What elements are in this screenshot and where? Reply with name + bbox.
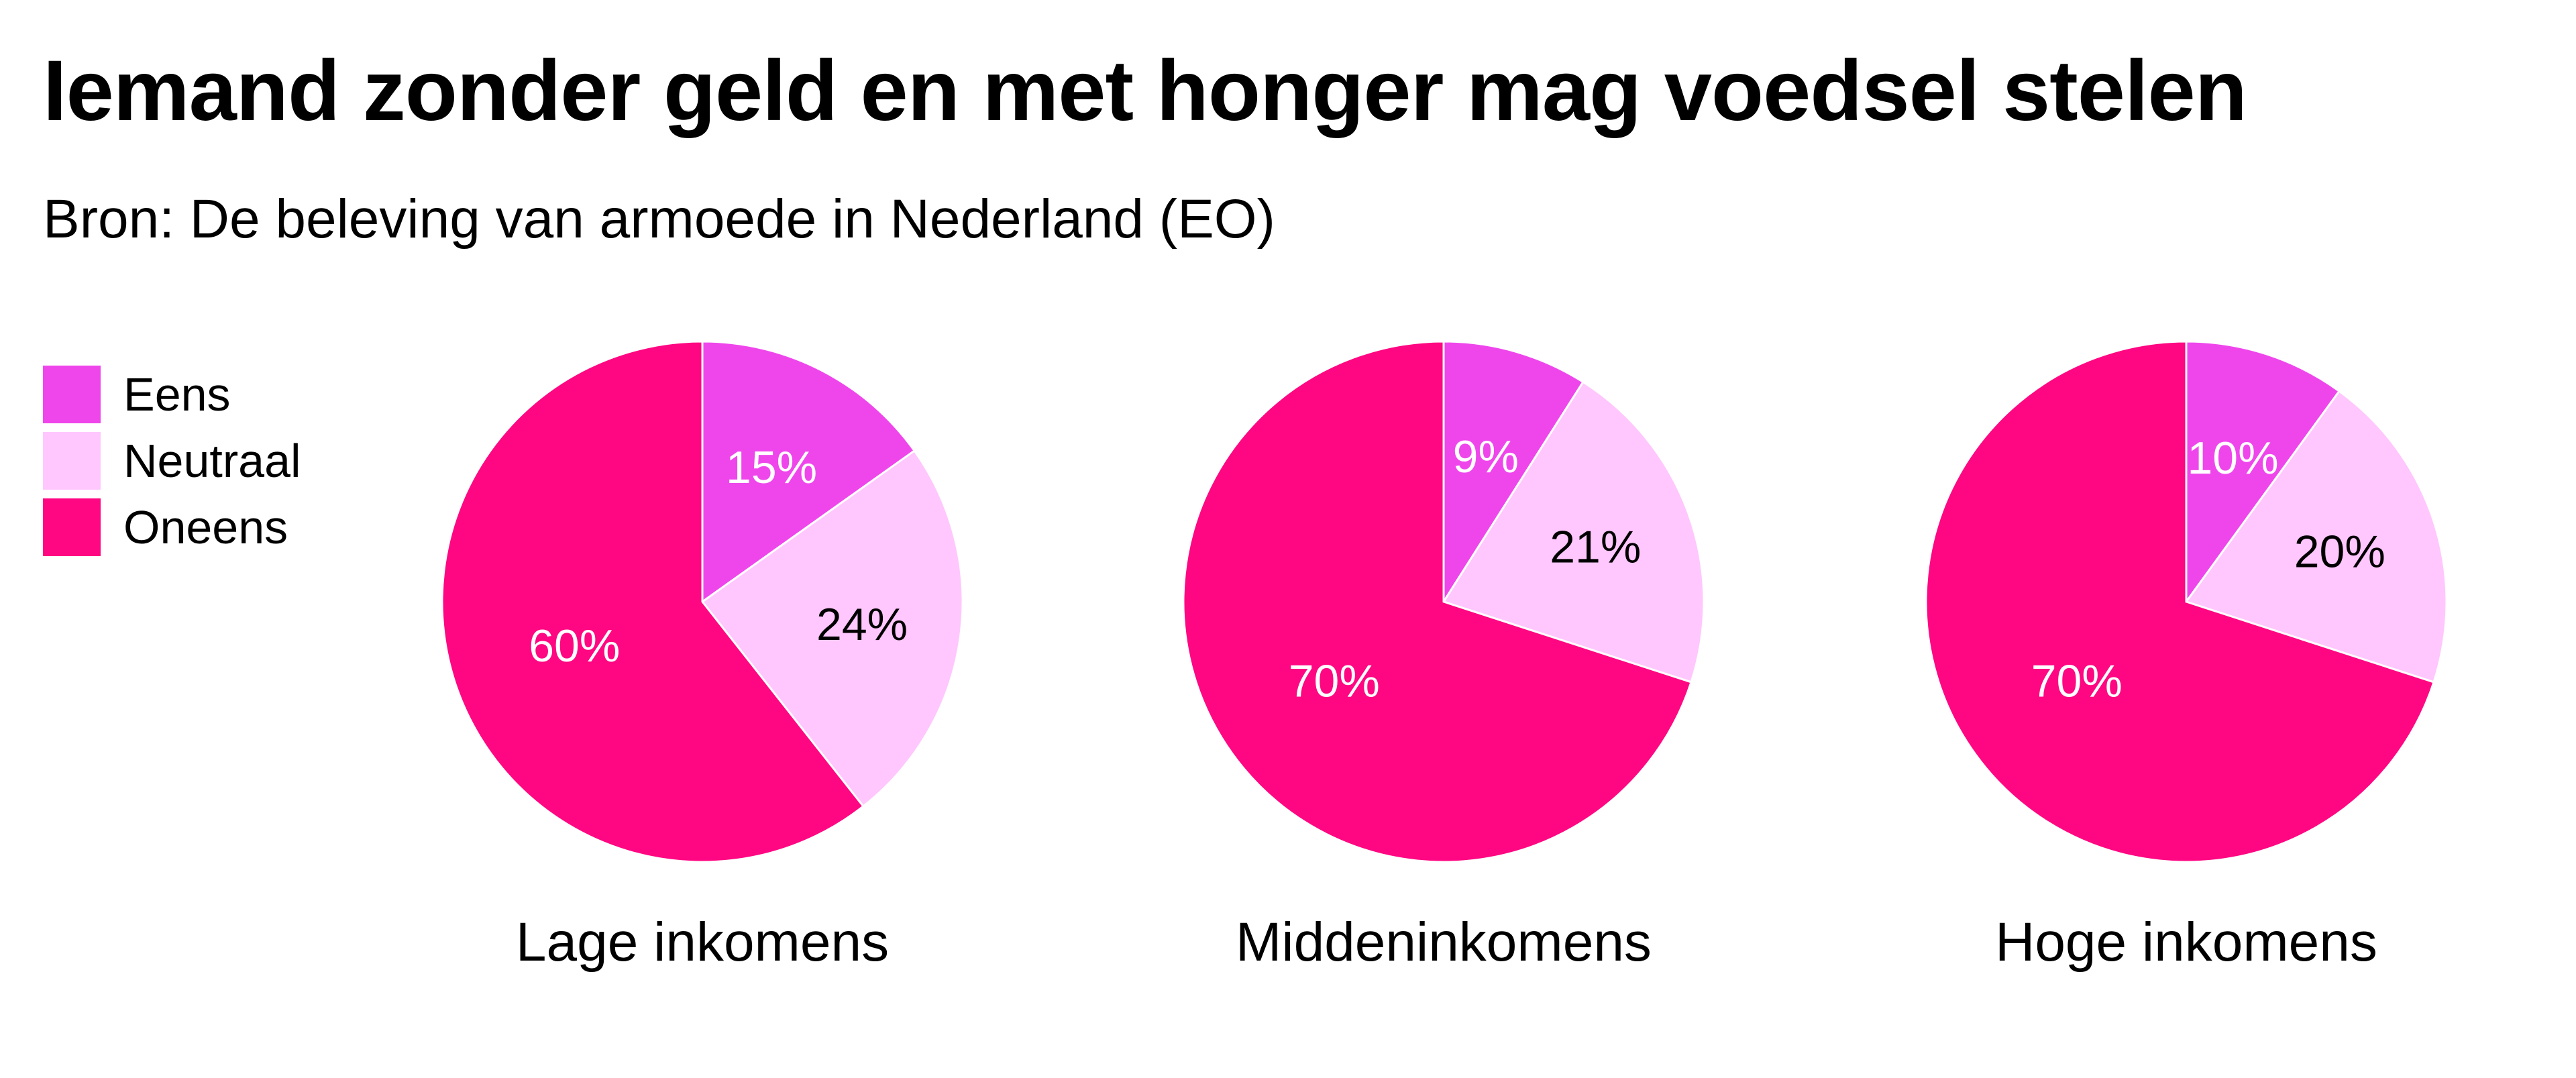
slice-lage-inkomens-oneens [441,340,865,863]
legend-item-neutraal: Neutraal [43,427,301,494]
chart-subtitle: Bron: De beleving van armoede in Nederla… [43,188,1275,250]
slice-middeninkomens-eens [1442,340,1585,606]
chart-legend: Eens Neutraal Oneens [43,361,301,560]
slice-lage-inkomens-eens [701,340,916,604]
slice-lage-inkomens-neutraal [700,449,964,808]
legend-swatch-neutraal [43,431,101,490]
legend-swatch-oneens [43,498,101,556]
slice-hoge-inkomens-oneens [1925,340,2435,863]
legend-item-oneens: Oneens [43,494,301,560]
pie-caption-lage-inkomens: Lage inkomens [516,912,889,973]
pie-caption-middeninkomens: Middeninkomens [1236,912,1652,973]
legend-swatch-eens [43,365,101,423]
slice-middeninkomens-neutraal [1442,380,1705,684]
pie-caption-hoge-inkomens: Hoge inkomens [1995,912,2377,973]
slice-hoge-inkomens-eens [2185,340,2341,605]
legend-label-oneens: Oneens [123,500,288,553]
chart-title: Iemand zonder geld en met honger mag voe… [43,43,2247,139]
data-label-hoge-inkomens-eens: 10% [2187,433,2278,484]
data-label-lage-inkomens-eens: 15% [726,442,817,493]
data-label-lage-inkomens-neutraal: 24% [816,599,908,650]
slice-hoge-inkomens-neutraal [2184,390,2448,684]
pie-hoge-inkomens: 10% 20% 70% Hoge inkomens [1925,340,2448,973]
legend-label-neutraal: Neutraal [123,434,301,487]
legend-item-eens: Eens [43,361,301,427]
pie-middeninkomens: 9% 21% 70% Middeninkomens [1182,340,1705,973]
data-label-lage-inkomens-oneens: 60% [529,621,620,671]
pie-lage-inkomens: 15% 24% 60% Lage inkomens [441,340,964,973]
slice-middeninkomens-oneens [1182,340,1693,863]
data-label-middeninkomens-oneens: 70% [1289,656,1380,707]
legend-label-eens: Eens [123,368,231,421]
data-label-hoge-inkomens-neutraal: 20% [2294,527,2385,578]
data-label-hoge-inkomens-oneens: 70% [2031,656,2123,707]
data-label-middeninkomens-neutraal: 21% [1550,522,1641,573]
data-label-middeninkomens-eens: 9% [1453,431,1519,482]
